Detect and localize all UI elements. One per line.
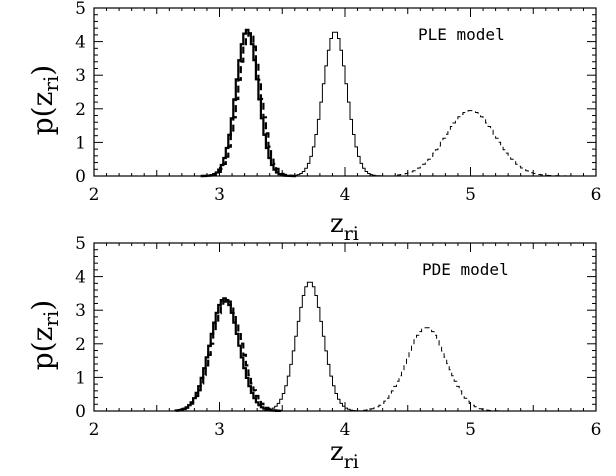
y-axis-title: p(zri) xyxy=(26,300,63,371)
x-tick-label: 4 xyxy=(340,185,351,205)
x-tick-label: 5 xyxy=(465,185,476,205)
svg-text:p(zri): p(zri) xyxy=(26,300,63,371)
y-tick-label: 1 xyxy=(75,368,86,388)
series-1-curve xyxy=(200,32,299,178)
x-tick-label: 6 xyxy=(591,185,602,205)
x-axis-title-sub: ri xyxy=(344,451,359,473)
panel-annotation: PLE model xyxy=(418,25,505,44)
y-axis-title-main: p(z xyxy=(26,327,59,371)
series-0-curve xyxy=(174,297,283,412)
x-tick-label: 3 xyxy=(214,185,225,205)
y-axis-title-main: p(z xyxy=(26,92,59,136)
series-1-curve xyxy=(174,299,285,412)
series-2-curve xyxy=(282,31,393,177)
y-axis-title: p(zri) xyxy=(26,65,63,136)
panel-annotation: PDE model xyxy=(422,260,509,279)
y-tick-label: 0 xyxy=(75,402,86,422)
series-3-curve xyxy=(363,327,503,412)
x-tick-label: 3 xyxy=(214,420,225,440)
x-tick-label: 5 xyxy=(465,420,476,440)
x-axis-title-main: z xyxy=(330,437,344,467)
y-axis-title-sub: ri xyxy=(39,311,63,327)
y-tick-label: 2 xyxy=(75,100,86,120)
x-tick-label: 6 xyxy=(591,420,602,440)
y-tick-label: 5 xyxy=(75,234,86,254)
y-axis-title-close: ) xyxy=(26,65,59,76)
svg-text:p(zri): p(zri) xyxy=(26,65,63,136)
x-axis-title-main: z xyxy=(330,209,344,239)
y-tick-label: 0 xyxy=(75,167,86,187)
series-0-curve xyxy=(200,28,297,178)
y-tick-label: 4 xyxy=(75,268,86,288)
x-tick-label: 2 xyxy=(89,420,100,440)
series-3-curve xyxy=(397,110,567,177)
plot-frame xyxy=(93,7,597,177)
y-tick-label: 2 xyxy=(75,335,86,355)
y-tick-label: 3 xyxy=(75,66,86,86)
plot-frame xyxy=(93,242,597,412)
y-tick-label: 5 xyxy=(75,0,86,19)
x-axis-title: zri xyxy=(330,437,359,473)
y-axis-title-sub: ri xyxy=(39,76,63,92)
y-axis-title-close: ) xyxy=(26,300,59,311)
series-2-curve xyxy=(254,281,366,412)
svg-text:zri: zri xyxy=(330,209,359,245)
y-tick-label: 3 xyxy=(75,301,86,321)
x-tick-label: 2 xyxy=(89,185,100,205)
x-axis-title: zri xyxy=(330,209,359,245)
svg-text:zri: zri xyxy=(330,437,359,473)
y-tick-label: 1 xyxy=(75,133,86,153)
x-tick-label: 4 xyxy=(340,420,351,440)
x-axis-title-sub: ri xyxy=(344,223,359,245)
y-tick-label: 4 xyxy=(75,33,86,53)
